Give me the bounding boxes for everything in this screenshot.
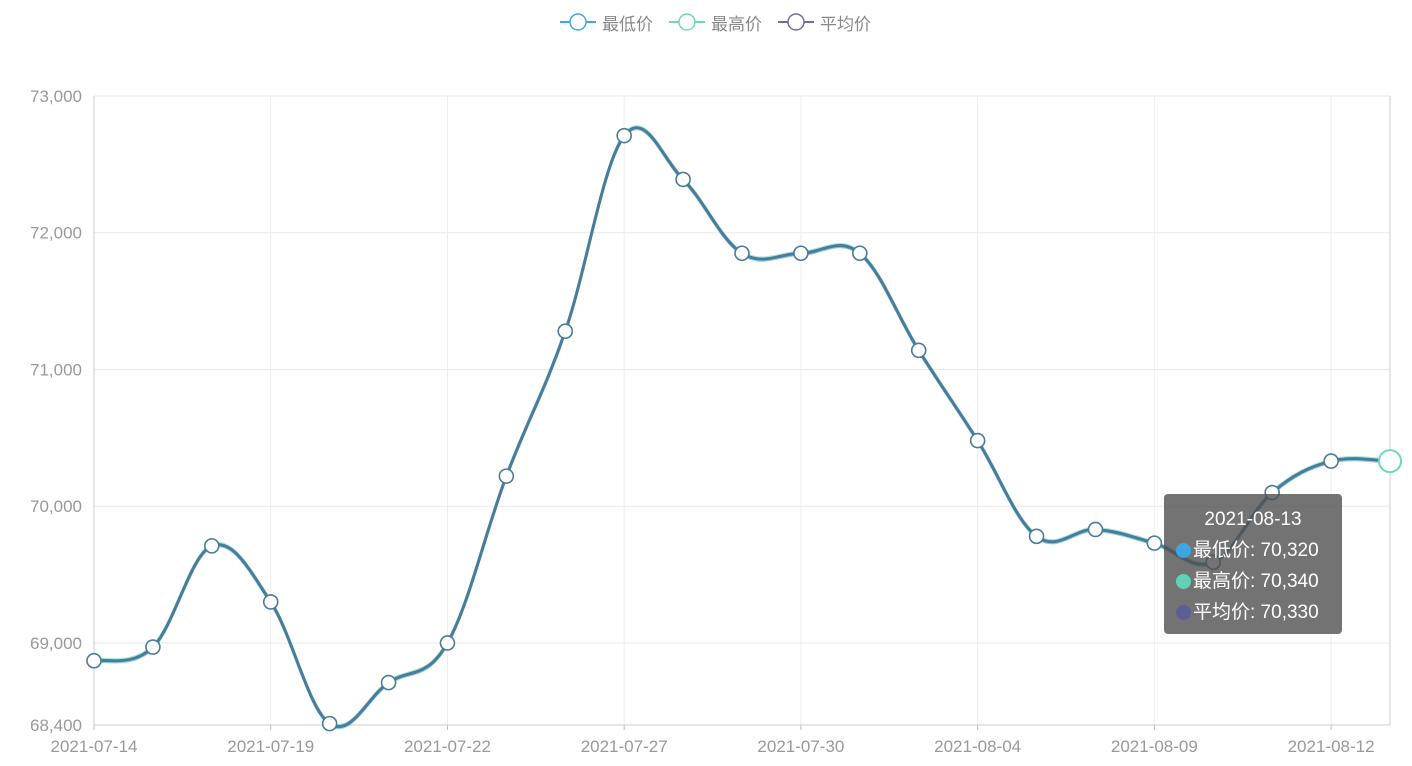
data-point <box>86 652 102 669</box>
x-tick-label: 2021-07-30 <box>757 737 844 756</box>
y-tick-label: 69,000 <box>30 634 82 653</box>
data-point <box>321 715 338 732</box>
series-line-3 <box>93 126 1391 728</box>
data-point <box>616 127 632 144</box>
tooltip-highest-dot <box>1176 574 1191 589</box>
data-point <box>380 674 397 691</box>
legend-label-lowest: 最低价 <box>602 14 653 34</box>
data-point <box>204 538 220 554</box>
legend-item-highest[interactable]: 最高价 <box>669 10 762 35</box>
y-tick-label: 71,000 <box>30 360 82 379</box>
tooltip-date: 2021-08-13 <box>1204 509 1302 530</box>
tooltip-highest-text: 最高价: 70,340 <box>1193 571 1319 592</box>
y-tick-label: 68,400 <box>30 716 82 735</box>
data-point <box>1378 449 1402 474</box>
tooltip-row-average: 平均价: 70,330 <box>1176 597 1330 628</box>
tooltip-lowest-text: 最低价: 70,320 <box>1193 540 1319 561</box>
x-tick-label: 2021-07-14 <box>51 737 138 756</box>
y-tick-label: 72,000 <box>30 224 82 243</box>
x-tick-label: 2021-07-22 <box>404 737 491 756</box>
data-point <box>910 342 927 359</box>
tooltip-row-highest: 最高价: 70,340 <box>1176 566 1330 597</box>
data-point <box>734 245 750 262</box>
series-lines <box>93 125 1391 730</box>
tooltip-lowest-dot <box>1176 543 1191 558</box>
data-point <box>1087 521 1104 538</box>
data-point <box>557 323 574 339</box>
legend-item-lowest[interactable]: 最低价 <box>560 10 653 35</box>
data-point <box>439 635 456 651</box>
x-tick-label: 2021-07-19 <box>227 737 314 756</box>
legend-label-average: 平均价 <box>820 14 871 34</box>
axes <box>93 96 1391 730</box>
y-tick-label: 70,000 <box>30 497 82 516</box>
legend-lowest-icon <box>560 13 596 31</box>
data-point <box>793 245 809 262</box>
data-point <box>1323 453 1339 469</box>
series-points[interactable] <box>86 127 1402 732</box>
data-point <box>852 245 868 262</box>
x-tick-label: 2021-08-04 <box>934 737 1021 756</box>
y-tick-label: 73,000 <box>30 87 82 106</box>
data-point <box>1028 528 1045 545</box>
legend-item-average[interactable]: 平均价 <box>778 10 871 35</box>
x-tick-label: 2021-08-12 <box>1288 737 1375 756</box>
data-point <box>675 171 691 188</box>
x-axis-tick-labels: 2021-07-14 2021-07-19 2021-07-22 2021-07-27… <box>51 737 1375 756</box>
legend: 最低价 最高价 平均价 <box>560 10 887 34</box>
legend-average-icon <box>778 13 814 31</box>
legend-highest-icon <box>669 13 705 31</box>
y-axis-tick-labels: 68,400 69,000 70,000 71,000 72,000 73,000 <box>30 87 82 735</box>
tooltip: 2021-08-13 最低价: 70,320 最高价: 70,340 平均价: … <box>1164 494 1342 634</box>
data-point <box>145 639 161 655</box>
grid-lines <box>94 95 1390 725</box>
data-point <box>969 432 986 449</box>
x-tick-label: 2021-08-09 <box>1111 737 1198 756</box>
data-point <box>498 468 515 484</box>
legend-label-highest: 最高价 <box>711 14 762 34</box>
tooltip-row-lowest: 最低价: 70,320 <box>1176 535 1330 566</box>
tooltip-average-dot <box>1176 605 1191 620</box>
data-point <box>1146 535 1163 551</box>
data-point <box>262 594 279 610</box>
tooltip-average-text: 平均价: 70,330 <box>1193 602 1319 623</box>
x-tick-label: 2021-07-27 <box>581 737 668 756</box>
